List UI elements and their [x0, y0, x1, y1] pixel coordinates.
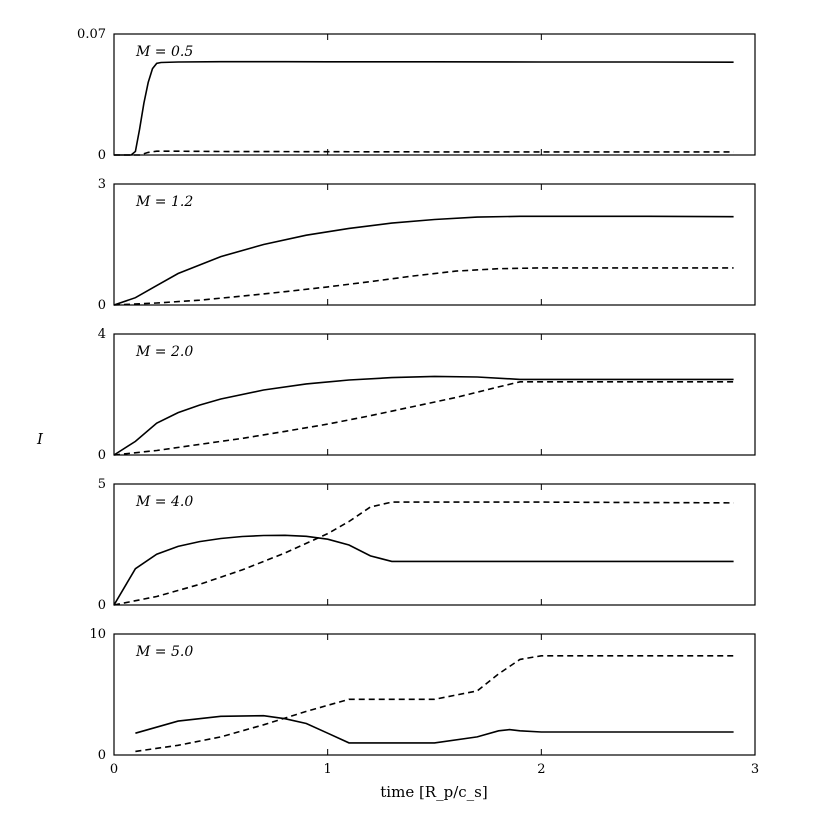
panel-frame — [113, 633, 756, 756]
panel-label: M = 5.0 — [135, 644, 193, 660]
dashed-series-line — [113, 501, 734, 606]
panel-3: 0 4 M = 2.0 — [98, 327, 756, 463]
x-axis-label: time [R_p/c_s] — [380, 783, 487, 801]
panel-label: M = 2.0 — [135, 344, 193, 360]
y-tick-label: 0 — [98, 748, 106, 763]
dashed-series-line — [135, 655, 734, 753]
panel-frame — [113, 33, 756, 156]
solid-series-line — [114, 60, 734, 156]
solid-series-line — [135, 714, 734, 744]
solid-series-line — [113, 534, 734, 606]
y-tick-label: 10 — [89, 627, 106, 642]
dashed-series-line — [113, 381, 734, 456]
x-tick-label: 3 — [751, 762, 759, 777]
x-tick-label: 2 — [537, 762, 545, 777]
y-tick-label: 0 — [98, 448, 106, 463]
dashed-series-line — [114, 150, 734, 156]
panel-label: M = 0.5 — [135, 44, 193, 60]
panel-frame — [113, 333, 756, 456]
y-tick-label: 0 — [98, 148, 106, 163]
panel-label: M = 4.0 — [135, 494, 193, 510]
panel-frame — [113, 483, 756, 606]
y-axis-label: I — [36, 430, 44, 448]
solid-series-line — [113, 375, 734, 456]
panel-5: 0 10 0 1 2 3 M = 5.0 — [89, 627, 759, 777]
x-tick-label: 1 — [324, 762, 332, 777]
panel-frame — [113, 183, 756, 306]
y-tick-label: 4 — [98, 327, 106, 342]
panel-1: 0 0.07 M = 0.5 — [77, 27, 756, 163]
y-tick-label: 0 — [98, 598, 106, 613]
y-tick-label: 0.07 — [77, 27, 106, 42]
y-tick-label: 3 — [98, 177, 106, 192]
y-tick-label: 0 — [98, 298, 106, 313]
panel-4: 0 5 M = 4.0 — [98, 477, 756, 613]
y-tick-label: 5 — [98, 477, 106, 492]
panel-2: 0 3 M = 1.2 — [98, 177, 756, 313]
x-tick-label: 0 — [110, 762, 118, 777]
panel-label: M = 1.2 — [135, 194, 193, 210]
solid-series-line — [113, 215, 734, 306]
dashed-series-line — [113, 267, 734, 306]
